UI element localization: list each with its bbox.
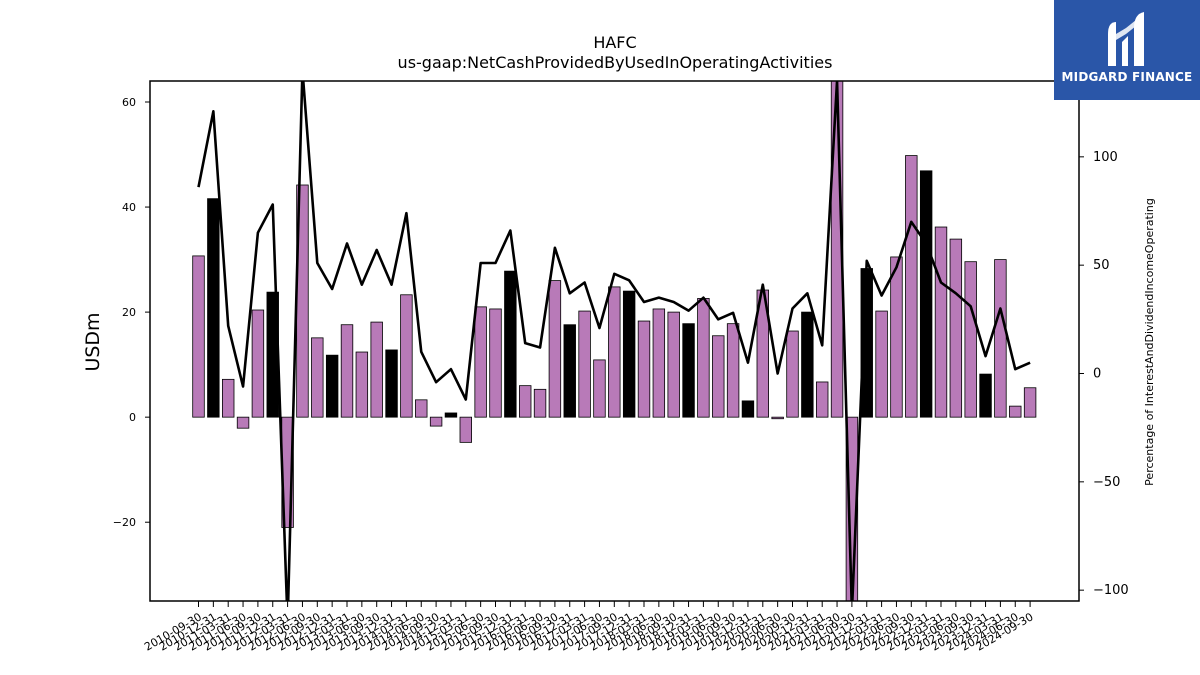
bar-2018-09-30: [667, 311, 680, 418]
bar-2023-03-31: [934, 226, 948, 418]
bar-2017-09-30: [608, 286, 621, 418]
bar-2024-03-31: [994, 259, 1007, 418]
brand-name: MIDGARD FINANCE: [1061, 70, 1193, 84]
y-tick-label: 20: [122, 306, 136, 319]
bar-2016-09-30: [548, 280, 562, 418]
bar-2023-09-30: [964, 261, 977, 418]
line-layer: [197, 81, 1031, 601]
bar-2024-09-30: [1023, 387, 1037, 418]
bar-2011-03-31: [221, 378, 235, 418]
y-tick-label: 40: [122, 201, 136, 214]
chart-title: HAFC: [593, 33, 636, 52]
bar-2013-03-31: [340, 324, 354, 418]
bar-2016-06-30: [533, 388, 547, 418]
bar-2020-06-30: [771, 416, 784, 420]
bar-2012-09-30: [311, 337, 324, 418]
bar-2019-09-30: [726, 323, 740, 418]
bar-2013-12-31: [385, 349, 398, 418]
bar-2017-12-31: [622, 290, 636, 418]
bar-2015-06-30: [474, 306, 487, 418]
bar-2018-06-30: [652, 308, 666, 418]
bars-layer: [192, 81, 1037, 601]
bar-2018-12-31: [682, 323, 695, 418]
bar-2010-09-30: [192, 255, 205, 418]
bar-2016-03-31: [519, 385, 532, 418]
bar-2014-12-31: [444, 412, 458, 418]
bar-2012-12-31: [325, 354, 339, 418]
chart-subtitle: us-gaap:NetCashProvidedByUsedInOperating…: [398, 53, 833, 72]
bar-2021-03-31: [816, 381, 829, 418]
y2-tick-label: 0: [1093, 367, 1101, 382]
y-axis-label: USDm: [82, 312, 104, 371]
bar-2022-09-30: [905, 155, 918, 418]
bar-2023-06-30: [949, 238, 963, 418]
bar-2021-09-30: [845, 416, 859, 601]
y2-tick-label: 100: [1093, 150, 1118, 165]
bar-2011-09-30: [251, 309, 265, 418]
bar-2017-06-30: [593, 359, 606, 418]
bar-2020-12-31: [801, 311, 814, 418]
bar-2015-09-30: [489, 308, 502, 418]
y-tick-label: −20: [113, 516, 136, 529]
bar-2019-06-30: [712, 335, 725, 418]
bar-2010-12-31: [207, 198, 220, 418]
bar-2016-12-31: [563, 324, 576, 418]
bar-2015-03-31: [459, 416, 473, 443]
secondary-y-axis-label: Percentage of InterestAndDividendIncomeO…: [1143, 198, 1156, 486]
axes-layer: −200204060−100−500501002010-09-302010-12…: [113, 96, 1129, 654]
bar-2013-09-30: [370, 321, 383, 418]
bar-2019-03-31: [697, 298, 710, 418]
y2-tick-label: −50: [1093, 475, 1120, 490]
bar-2014-03-31: [400, 294, 413, 418]
bar-2014-06-30: [415, 399, 428, 418]
bar-2024-06-30: [1009, 405, 1022, 418]
y2-tick-label: −100: [1093, 583, 1129, 598]
bar-2022-12-31: [919, 170, 933, 418]
y-tick-label: 60: [122, 96, 136, 109]
bar-2020-09-30: [786, 330, 799, 418]
brand-logo: MIDGARD FINANCE: [1054, 0, 1200, 100]
bar-2013-06-30: [355, 351, 369, 418]
bar-2014-09-30: [429, 416, 443, 427]
bar-2022-06-30: [890, 256, 903, 418]
bar-2011-06-30: [236, 416, 250, 429]
bar-2023-12-31: [979, 373, 992, 418]
bar-2018-03-31: [637, 320, 651, 418]
bar-2019-12-31: [741, 400, 755, 418]
y-tick-label: 0: [129, 411, 136, 424]
midgard-m-logo-icon: [1108, 12, 1144, 66]
bar-2022-03-31: [875, 310, 888, 418]
y2-tick-label: 50: [1093, 258, 1110, 273]
bar-2015-12-31: [504, 270, 517, 418]
bar-2017-03-31: [578, 310, 591, 418]
